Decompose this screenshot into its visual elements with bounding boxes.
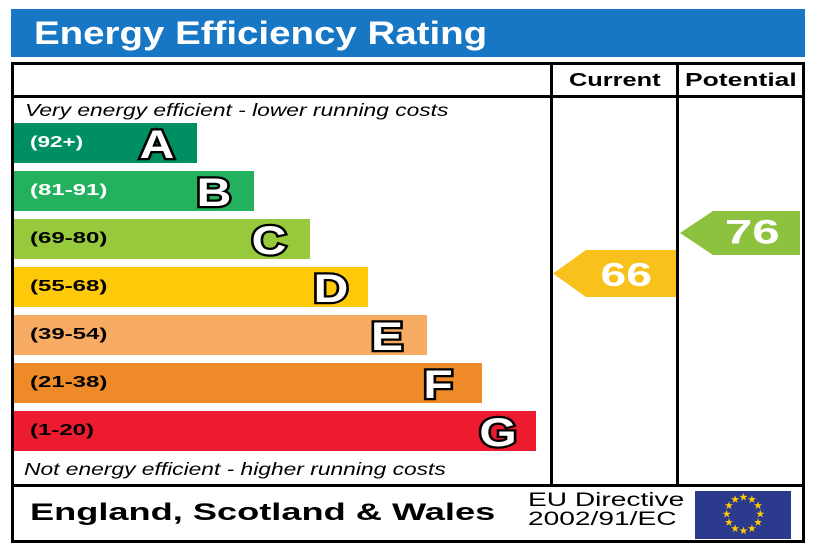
svg-text:A: A (140, 123, 175, 163)
svg-text:E: E (371, 315, 403, 355)
svg-text:F: F (424, 363, 453, 403)
svg-text:66: 66 (601, 256, 652, 293)
svg-text:G: G (480, 411, 517, 451)
svg-text:C: C (252, 219, 287, 259)
svg-text:B: B (196, 171, 231, 211)
svg-text:D: D (313, 267, 348, 307)
svg-text:76: 76 (725, 213, 780, 251)
